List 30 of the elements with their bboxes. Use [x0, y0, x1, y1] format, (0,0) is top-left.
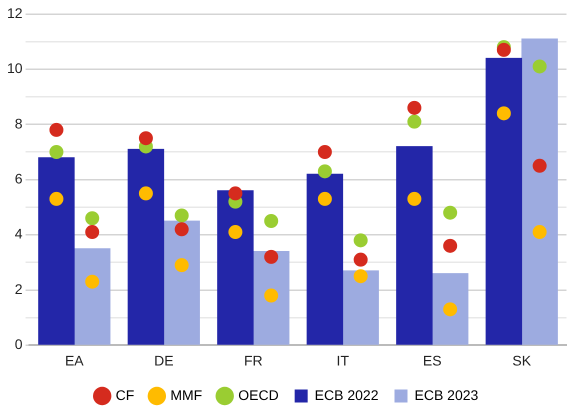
- bar: [396, 146, 433, 345]
- y-tick-label: 2: [14, 280, 23, 297]
- bar: [163, 220, 200, 345]
- bar: [252, 251, 290, 345]
- bar: [486, 58, 522, 345]
- y-tick-label: 10: [6, 60, 23, 76]
- x-tick-label: EA: [64, 352, 84, 368]
- bar: [217, 190, 254, 345]
- legend-label: OECD: [238, 386, 279, 403]
- x-tick-label: SK: [512, 352, 532, 368]
- y-tick-label: 4: [14, 226, 23, 242]
- y-tick-label: 0: [14, 336, 23, 352]
- x-tick-label: IT: [336, 352, 350, 368]
- legend-label: ECB 2023: [414, 386, 479, 403]
- bar: [306, 174, 344, 345]
- bar: [342, 270, 379, 345]
- y-tick-label: 12: [6, 4, 23, 21]
- bar: [128, 148, 164, 345]
- legend-label: MMF: [170, 386, 202, 403]
- y-tick-label: 8: [14, 115, 23, 132]
- bar: [38, 157, 75, 345]
- legend-label: CF: [116, 386, 134, 403]
- bar: [521, 38, 558, 345]
- x-tick-label: DE: [154, 352, 174, 368]
- y-tick-label: 6: [14, 170, 23, 186]
- bar: [74, 248, 110, 345]
- x-tick-label: ES: [422, 352, 442, 368]
- legend-label: ECB 2022: [314, 386, 379, 403]
- bar: [432, 273, 468, 345]
- x-tick-label: FR: [244, 352, 263, 368]
